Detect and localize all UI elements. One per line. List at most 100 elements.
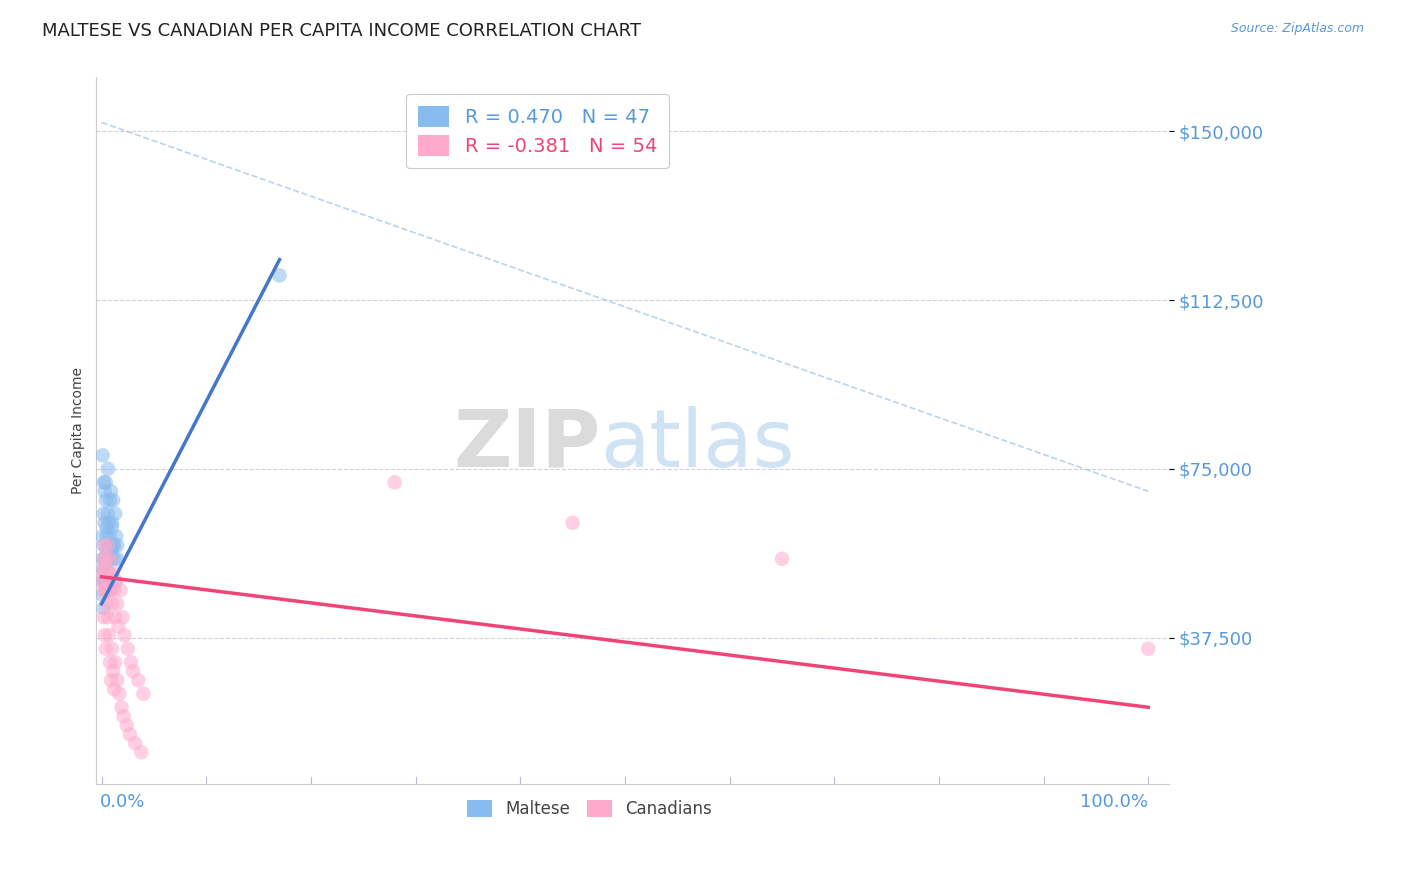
Point <box>115 718 138 732</box>
Point <box>112 709 135 723</box>
Point <box>105 574 128 589</box>
Point <box>132 687 155 701</box>
Point <box>131 745 153 759</box>
Point <box>94 641 117 656</box>
Point <box>97 538 120 552</box>
Point <box>101 520 124 534</box>
Point <box>124 736 146 750</box>
Point <box>94 583 117 598</box>
Point <box>91 448 114 462</box>
Point <box>98 551 121 566</box>
Point <box>105 538 128 552</box>
Point <box>100 484 122 499</box>
Point <box>105 673 128 688</box>
Point <box>770 551 793 566</box>
Text: ZIP: ZIP <box>453 406 600 483</box>
Point <box>93 551 115 566</box>
Point <box>104 574 127 589</box>
Point <box>101 542 124 557</box>
Point <box>96 574 118 589</box>
Point <box>93 516 115 530</box>
Point <box>97 507 120 521</box>
Point <box>93 561 115 575</box>
Point <box>97 516 120 530</box>
Point <box>93 628 115 642</box>
Point <box>91 574 114 589</box>
Point <box>101 493 124 508</box>
Point <box>98 529 121 543</box>
Point <box>122 665 145 679</box>
Point <box>127 673 149 688</box>
Text: 100.0%: 100.0% <box>1080 793 1149 811</box>
Point <box>118 727 141 741</box>
Point <box>104 610 127 624</box>
Point <box>114 628 136 642</box>
Point <box>104 655 127 669</box>
Point <box>94 551 117 566</box>
Point <box>96 574 118 589</box>
Point <box>103 538 125 552</box>
Point <box>107 619 129 633</box>
Point <box>105 529 128 543</box>
Point <box>105 597 128 611</box>
Point <box>100 673 122 688</box>
Point <box>105 551 128 566</box>
Point <box>93 601 115 615</box>
Point <box>98 551 121 566</box>
Point <box>91 551 114 566</box>
Point <box>98 655 121 669</box>
Point <box>93 566 115 580</box>
Point <box>93 610 115 624</box>
Point <box>101 538 124 552</box>
Point <box>101 516 124 530</box>
Point <box>104 507 127 521</box>
Point <box>97 538 120 552</box>
Point <box>93 574 115 589</box>
Text: atlas: atlas <box>600 406 794 483</box>
Point <box>103 682 125 697</box>
Point <box>100 574 122 589</box>
Text: 0.0%: 0.0% <box>100 793 145 811</box>
Point <box>110 700 132 714</box>
Point <box>97 610 120 624</box>
Point <box>561 516 583 530</box>
Point <box>93 507 115 521</box>
Point <box>97 551 120 566</box>
Point <box>94 583 117 598</box>
Point <box>101 597 124 611</box>
Point <box>93 475 115 490</box>
Point <box>384 475 406 490</box>
Point <box>93 538 115 552</box>
Legend: Maltese, Canadians: Maltese, Canadians <box>461 793 718 825</box>
Point <box>93 561 115 575</box>
Text: Source: ZipAtlas.com: Source: ZipAtlas.com <box>1230 22 1364 36</box>
Point <box>100 583 122 598</box>
Point <box>110 583 132 598</box>
Point <box>101 566 124 580</box>
Point <box>96 597 118 611</box>
Point <box>96 520 118 534</box>
Point <box>120 655 142 669</box>
Point <box>101 665 124 679</box>
Point <box>97 566 120 580</box>
Point <box>96 529 118 543</box>
Point <box>117 641 139 656</box>
Point <box>269 268 291 283</box>
Point <box>98 493 121 508</box>
Point <box>93 538 115 552</box>
Point <box>94 475 117 490</box>
Point <box>91 529 114 543</box>
Point <box>96 583 118 598</box>
Point <box>94 493 117 508</box>
Point <box>97 628 120 642</box>
Point <box>91 566 114 580</box>
Point <box>1137 641 1160 656</box>
Point <box>103 551 125 566</box>
Point <box>100 551 122 566</box>
Point <box>96 542 118 557</box>
Point <box>101 641 124 656</box>
Point <box>108 687 131 701</box>
Point <box>91 574 114 589</box>
Point <box>93 583 115 598</box>
Point <box>93 484 115 499</box>
